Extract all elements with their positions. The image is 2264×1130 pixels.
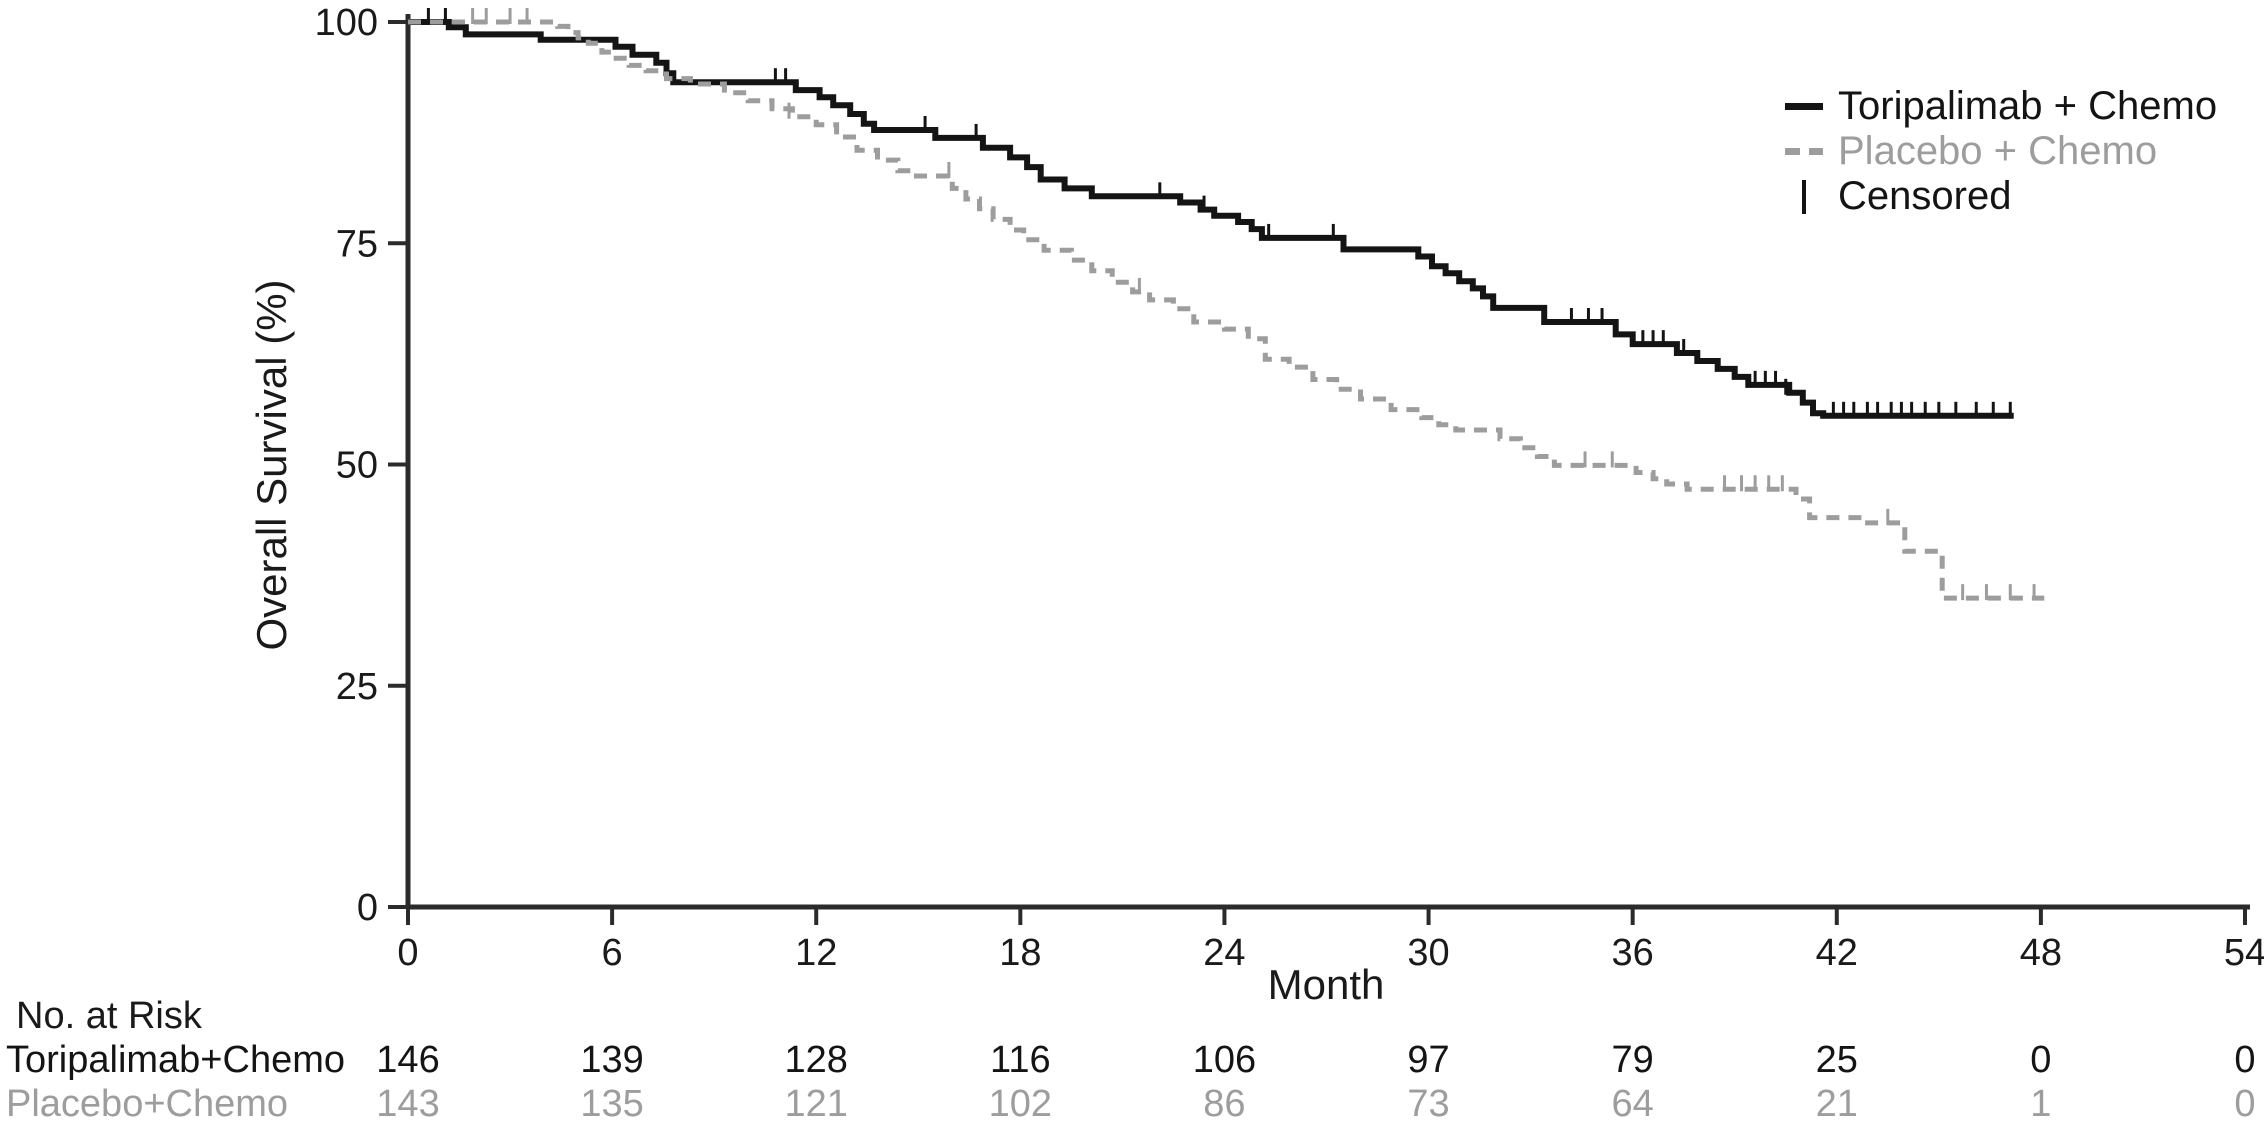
legend-swatch-box [1780,148,1828,155]
x-tick-label: 6 [602,932,623,974]
x-tick-label: 48 [2020,932,2062,974]
legend-item-placebo: Placebo + Chemo [1780,129,2217,174]
legend-item-censored: Censored [1780,174,2217,219]
y-tick-label: 25 [336,666,378,708]
x-axis-label: Month [1267,961,1385,1008]
y-tick-label: 0 [357,887,378,929]
legend-label-toripalimab: Toripalimab + Chemo [1838,84,2218,128]
legend-label-placebo: Placebo + Chemo [1838,129,2158,173]
x-tick-label: 18 [999,932,1041,974]
y-axis-label: Overall Survival (%) [248,279,295,651]
legend-item-toripalimab: Toripalimab + Chemo [1780,84,2217,129]
x-tick-label: 30 [1407,932,1449,974]
legend-swatch-box [1780,103,1828,110]
km-curve-placebo [408,19,2045,601]
x-tick-label: 36 [1612,932,1654,974]
legend: Toripalimab + Chemo Placebo + Chemo Cens… [1780,84,2217,219]
y-tick-label: 100 [315,2,378,44]
km-curve-toripalimab [408,19,2014,419]
censor-tick-glyph [1802,179,1806,214]
y-tick-label: 50 [336,445,378,487]
legend-swatch-box [1780,179,1828,214]
legend-line-solid-swatch [1785,103,1823,110]
x-tick-label: 42 [1816,932,1858,974]
x-tick-label: 24 [1203,932,1245,974]
x-tick-label: 12 [795,932,837,974]
y-tick-label: 75 [336,223,378,265]
legend-label-censored: Censored [1838,174,2012,218]
legend-line-dashed-swatch [1785,148,1823,155]
x-tick-label: 54 [2224,932,2264,974]
x-tick-label: 0 [397,932,418,974]
